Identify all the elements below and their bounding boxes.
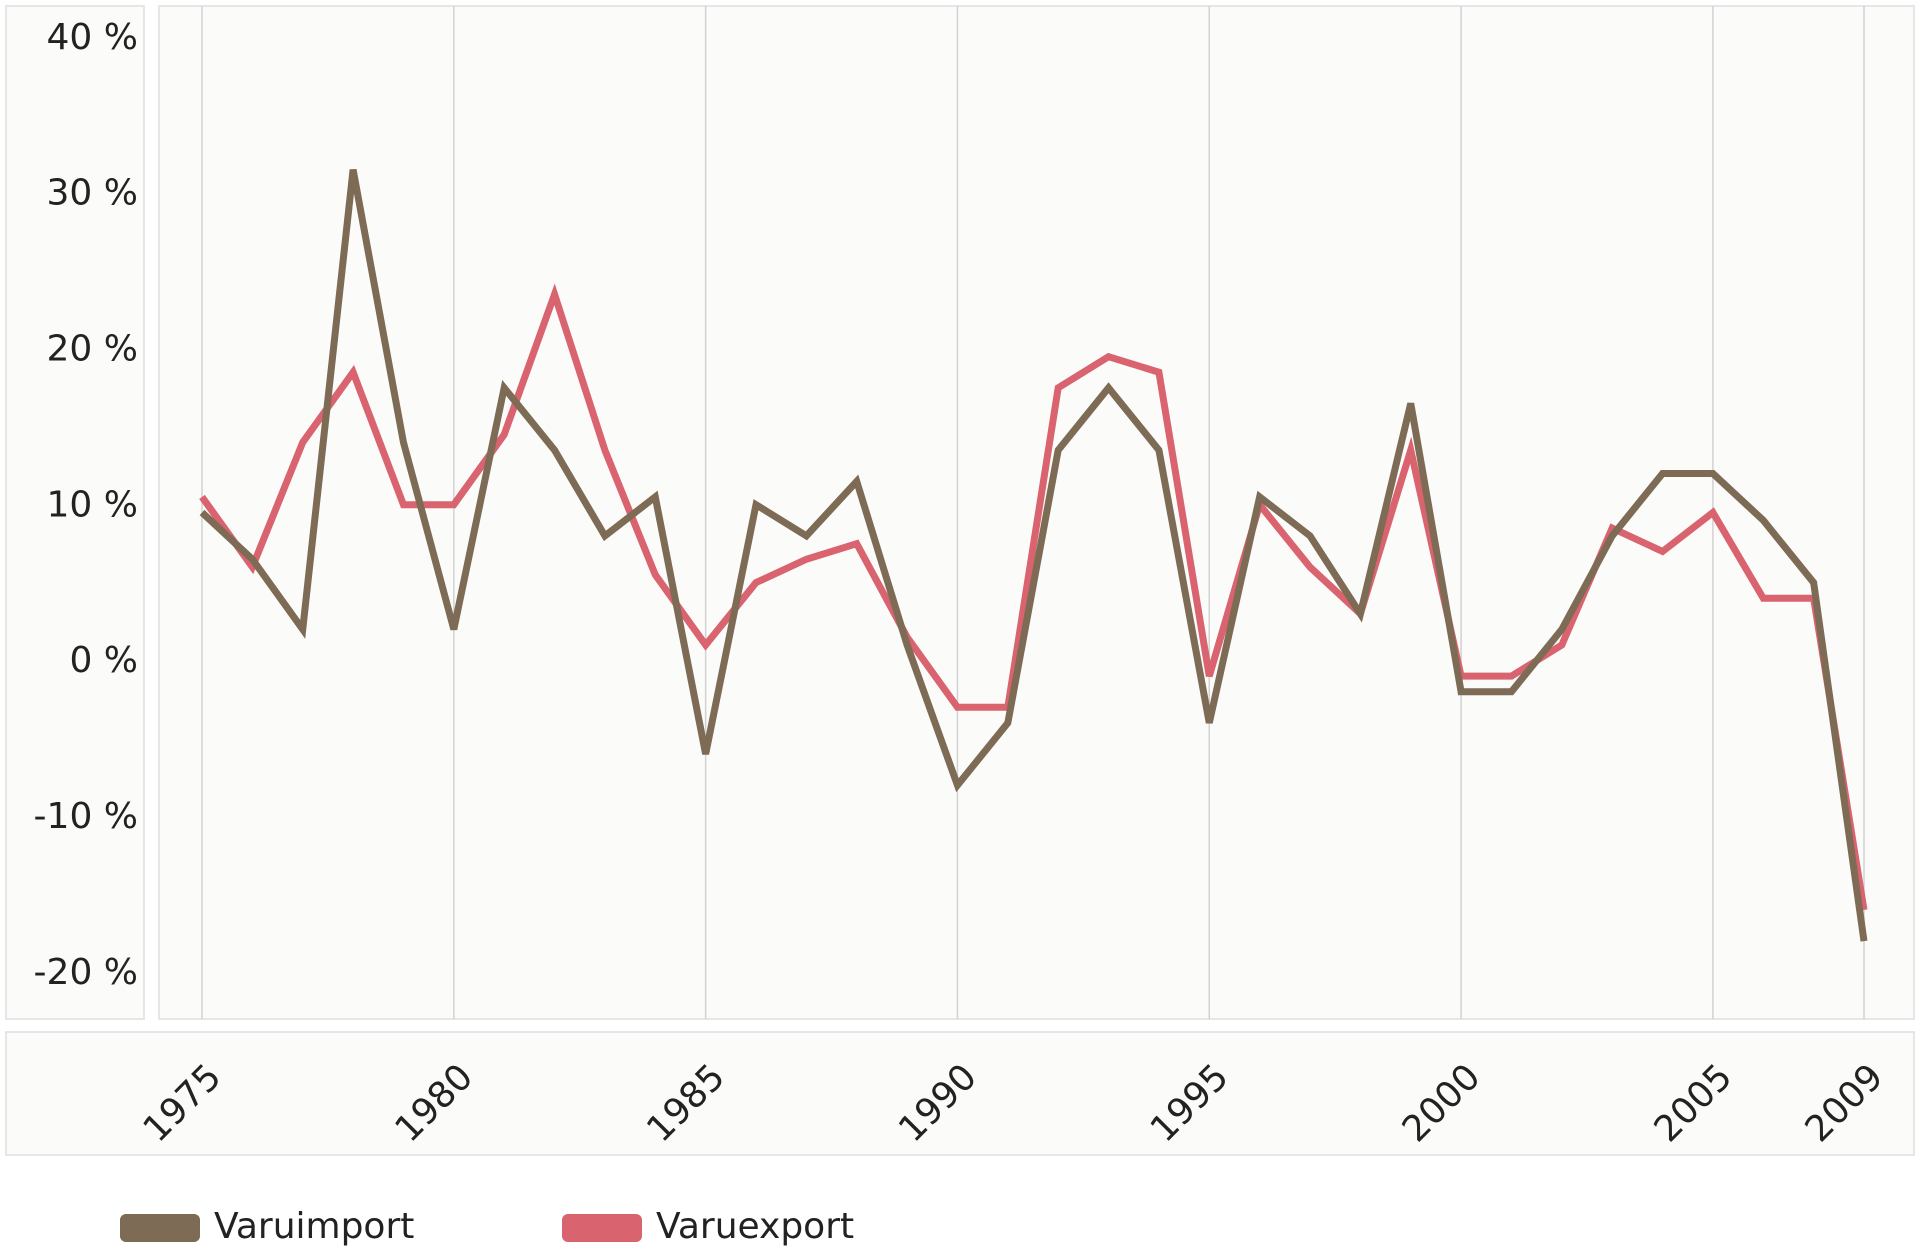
lines (199, 169, 1868, 942)
legend-label: Varuexport (656, 1206, 854, 1247)
legend-label: Varuimport (214, 1206, 414, 1247)
y-tick-label: 40 % (47, 17, 138, 58)
y-tick-label: 20 % (47, 328, 138, 369)
y-axis-panel (5, 5, 145, 1020)
y-tick-label: 30 % (47, 173, 138, 214)
y-tick-label: 0 % (69, 640, 138, 681)
y-tick-label: -20 % (34, 952, 138, 993)
y-tick-label: 10 % (47, 484, 138, 525)
legend-swatch (120, 1214, 200, 1242)
data-line (199, 169, 1868, 942)
y-tick-label: -10 % (34, 796, 138, 837)
legend-swatch (562, 1214, 642, 1242)
legend: Varuimport Varuexport (120, 1206, 854, 1247)
x-axis-panel (5, 1031, 1915, 1156)
